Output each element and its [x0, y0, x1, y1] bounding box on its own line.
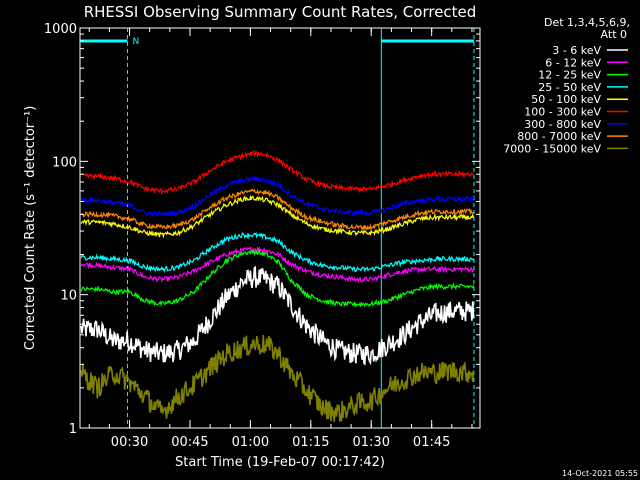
x-axis: 00:30 00:45 01:00 01:15 01:30 01:45 [88, 28, 473, 450]
plot-frame [79, 27, 481, 429]
series-line-4 [80, 194, 475, 239]
night-markers: N [80, 28, 475, 428]
x-tick-label: 01:00 [232, 435, 269, 450]
y-tick-label: 100 [52, 155, 77, 170]
x-tick-label: 00:30 [111, 435, 148, 450]
series-line-0 [80, 265, 475, 366]
y-axis: 1 10 100 1000 [44, 22, 480, 437]
legend-label-8: 7000 - 15000 keV [503, 142, 601, 155]
legend-header-line-1: Det 1,3,4,5,6,9, [544, 16, 630, 29]
series-line-6 [80, 174, 475, 217]
x-tick-label: 01:45 [413, 435, 450, 450]
series-layer [80, 149, 475, 422]
series-line-8 [80, 334, 475, 422]
legend-header-line-2: Att 0 [601, 28, 627, 41]
series-line-7 [81, 188, 474, 231]
series-line-3 [80, 231, 475, 274]
x-axis-label: Start Time (19-Feb-07 00:17:42) [175, 455, 385, 470]
legend-label-7: 800 - 7000 keV [517, 130, 601, 143]
plot-area: N 1 10 100 1000 00:30 00:45 01:00 01:15 01:30 01… [44, 22, 481, 450]
legend-label-6: 300 - 800 keV [524, 118, 601, 131]
y-axis-label: Corrected Count Rate (s⁻¹ detector⁻¹) [23, 106, 38, 351]
series-line-2 [80, 249, 475, 308]
y-tick-label: 1000 [44, 22, 77, 37]
night-label: N [133, 37, 140, 47]
legend-label-5: 100 - 300 keV [524, 106, 601, 119]
x-tick-label: 01:30 [353, 435, 390, 450]
chart-title: RHESSI Observing Summary Count Rates, Co… [84, 3, 477, 21]
series-line-1 [80, 245, 475, 284]
x-tick-label: 00:45 [171, 435, 208, 450]
x-tick-label: 01:15 [292, 435, 329, 450]
legend-label-4: 50 - 100 keV [531, 93, 601, 106]
series-line-5 [81, 149, 475, 195]
legend-label-1: 6 - 12 keV [545, 56, 601, 69]
legend-label-2: 12 - 25 keV [538, 69, 601, 82]
y-tick-label: 10 [60, 289, 77, 304]
y-tick-label: 1 [69, 422, 77, 437]
legend-label-0: 3 - 6 keV [552, 44, 601, 57]
footer-timestamp: 14-Oct-2021 05:55 [562, 469, 638, 478]
legend-label-3: 25 - 50 keV [538, 81, 601, 94]
